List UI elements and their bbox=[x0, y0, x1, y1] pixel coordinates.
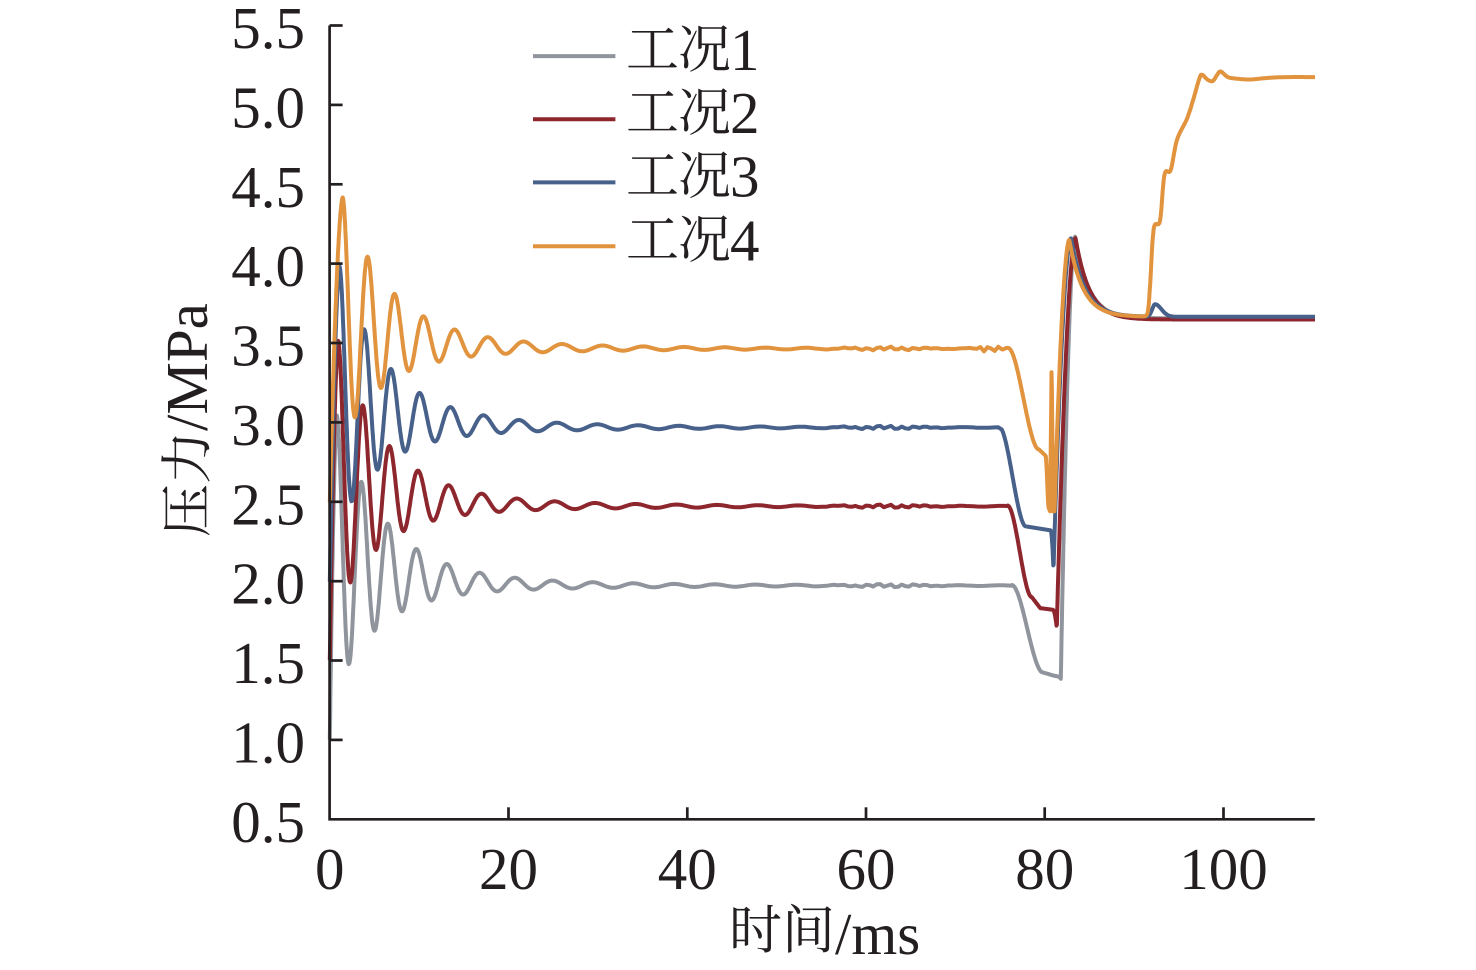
svg-text:3.0: 3.0 bbox=[231, 392, 305, 458]
svg-text:0: 0 bbox=[315, 836, 345, 902]
svg-text:100: 100 bbox=[1179, 836, 1268, 902]
svg-text:60: 60 bbox=[837, 836, 896, 902]
svg-text:0.5: 0.5 bbox=[231, 789, 305, 855]
svg-text:4: 4 bbox=[730, 207, 760, 273]
svg-text:80: 80 bbox=[1015, 836, 1074, 902]
svg-text:2: 2 bbox=[730, 80, 760, 146]
svg-text:2.0: 2.0 bbox=[231, 551, 305, 617]
svg-text:4.0: 4.0 bbox=[231, 233, 305, 299]
svg-text:1: 1 bbox=[730, 17, 760, 83]
svg-text:/ms: /ms bbox=[835, 901, 920, 967]
svg-text:20: 20 bbox=[479, 836, 538, 902]
svg-text:40: 40 bbox=[658, 836, 717, 902]
svg-text:/MPa: /MPa bbox=[154, 303, 220, 431]
svg-text:1.5: 1.5 bbox=[231, 630, 305, 696]
svg-text:5.5: 5.5 bbox=[231, 0, 305, 61]
svg-text:3: 3 bbox=[730, 143, 760, 209]
svg-text:2.5: 2.5 bbox=[231, 471, 305, 537]
svg-text:3.5: 3.5 bbox=[231, 313, 305, 379]
svg-text:1.0: 1.0 bbox=[231, 709, 305, 775]
svg-text:5.0: 5.0 bbox=[231, 74, 305, 140]
svg-text:4.5: 4.5 bbox=[231, 154, 305, 220]
